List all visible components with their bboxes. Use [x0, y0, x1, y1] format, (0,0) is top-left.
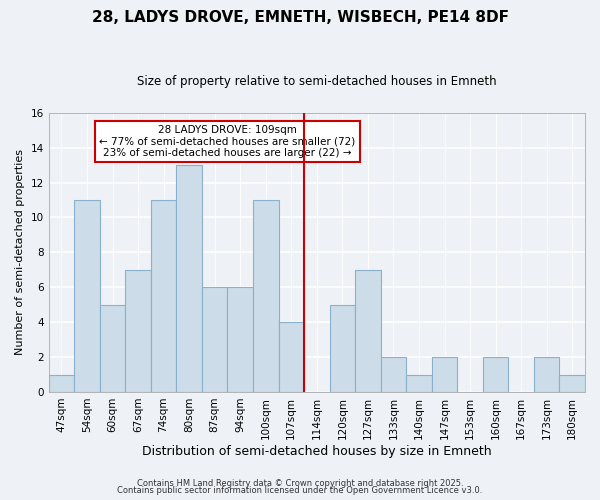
- Bar: [432, 357, 457, 392]
- Bar: [253, 200, 278, 392]
- Bar: [278, 322, 304, 392]
- Bar: [100, 304, 125, 392]
- Bar: [559, 374, 585, 392]
- Bar: [125, 270, 151, 392]
- Bar: [202, 288, 227, 392]
- Bar: [534, 357, 559, 392]
- Bar: [176, 165, 202, 392]
- Text: Contains public sector information licensed under the Open Government Licence v3: Contains public sector information licen…: [118, 486, 482, 495]
- Text: Contains HM Land Registry data © Crown copyright and database right 2025.: Contains HM Land Registry data © Crown c…: [137, 478, 463, 488]
- Bar: [483, 357, 508, 392]
- Y-axis label: Number of semi-detached properties: Number of semi-detached properties: [15, 150, 25, 356]
- Bar: [406, 374, 432, 392]
- Title: Size of property relative to semi-detached houses in Emneth: Size of property relative to semi-detach…: [137, 75, 497, 88]
- Bar: [49, 374, 74, 392]
- Bar: [380, 357, 406, 392]
- X-axis label: Distribution of semi-detached houses by size in Emneth: Distribution of semi-detached houses by …: [142, 444, 491, 458]
- Bar: [355, 270, 380, 392]
- Text: 28 LADYS DROVE: 109sqm
← 77% of semi-detached houses are smaller (72)
23% of sem: 28 LADYS DROVE: 109sqm ← 77% of semi-det…: [100, 125, 356, 158]
- Bar: [151, 200, 176, 392]
- Bar: [227, 288, 253, 392]
- Bar: [329, 304, 355, 392]
- Text: 28, LADYS DROVE, EMNETH, WISBECH, PE14 8DF: 28, LADYS DROVE, EMNETH, WISBECH, PE14 8…: [91, 10, 509, 25]
- Bar: [74, 200, 100, 392]
